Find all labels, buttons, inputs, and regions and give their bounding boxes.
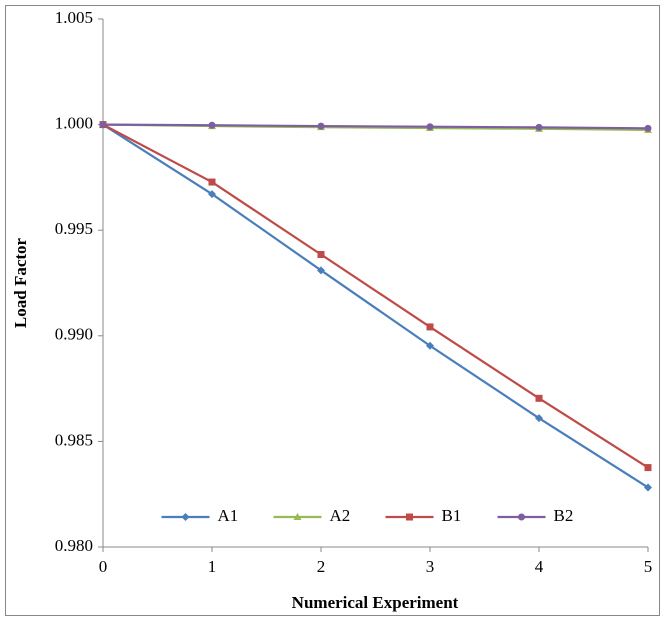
series-line	[102, 123, 649, 469]
x-axis-label: Numerical Experiment	[292, 593, 459, 612]
data-point	[317, 250, 325, 258]
legend-label: B2	[554, 506, 574, 525]
x-tick-label: 1	[208, 557, 217, 576]
y-tick-label: 0.980	[55, 536, 93, 555]
data-point	[426, 323, 434, 331]
data-point	[426, 341, 434, 350]
legend-marker	[293, 513, 302, 520]
legend-marker	[406, 513, 413, 521]
y-tick-label: 0.990	[55, 325, 93, 344]
y-tick-label: 1.005	[55, 8, 93, 27]
x-tick-label: 5	[644, 557, 653, 576]
x-tick-label: 3	[426, 557, 435, 576]
y-tick-label: 1.000	[55, 114, 93, 133]
data-point	[644, 464, 652, 472]
legend-label: A2	[330, 506, 351, 525]
data-point	[644, 124, 652, 132]
series-line	[102, 123, 649, 489]
data-point	[208, 121, 216, 129]
y-axis-label: Load Factor	[11, 237, 30, 328]
data-point	[208, 178, 216, 186]
legend-label: B1	[442, 506, 462, 525]
legend-marker	[181, 513, 190, 521]
x-tick-label: 0	[99, 557, 108, 576]
data-point	[644, 483, 652, 492]
series-line	[102, 123, 649, 130]
data-point	[208, 190, 216, 199]
legend-label: A1	[218, 506, 239, 525]
data-point	[317, 266, 325, 275]
x-tick-label: 2	[317, 557, 326, 576]
data-point	[99, 121, 107, 129]
y-tick-label: 0.985	[55, 430, 93, 449]
x-tick-label: 4	[535, 557, 544, 576]
data-point	[535, 123, 543, 131]
y-tick-label: 0.995	[55, 219, 93, 238]
data-point	[426, 123, 434, 131]
data-point	[317, 122, 325, 130]
data-point	[535, 414, 543, 423]
data-point	[535, 394, 543, 402]
chart-frame	[5, 5, 660, 616]
legend-marker	[518, 513, 525, 521]
